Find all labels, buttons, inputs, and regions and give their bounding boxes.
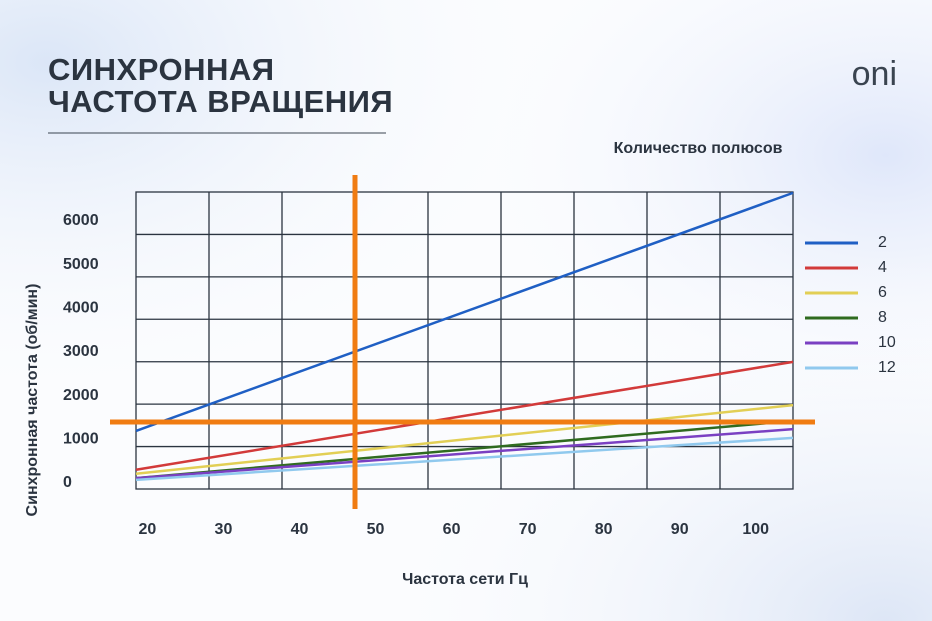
brand-logo: oni [852, 55, 897, 93]
series-line [135, 360, 794, 472]
plot-frame [135, 191, 794, 490]
y-tick-label: 0 [63, 474, 72, 491]
x-tick-label: 70 [519, 521, 537, 538]
x-tick-label: 80 [595, 521, 613, 538]
x-tick-label: 100 [742, 521, 769, 538]
y-tick-label: 5000 [63, 256, 99, 273]
y-tick-label: 6000 [63, 212, 99, 229]
legend-label: 2 [878, 234, 887, 251]
y-tick-label: 2000 [63, 387, 99, 404]
series-line [135, 403, 794, 475]
y-tick-label: 4000 [63, 299, 99, 316]
x-tick-label: 30 [215, 521, 233, 538]
y-axis-label: Синхронная частота (об/мин) [24, 284, 41, 517]
chart-title: СИНХРОННАЯ [48, 52, 275, 87]
series-line [135, 419, 794, 480]
chart-title: ЧАСТОТА ВРАЩЕНИЯ [48, 84, 393, 119]
x-tick-label: 20 [139, 521, 157, 538]
legend-label: 10 [878, 334, 896, 351]
legend-label: 6 [878, 284, 887, 301]
legend-label: 12 [878, 359, 896, 376]
legend-label: 4 [878, 259, 887, 276]
x-tick-label: 60 [443, 521, 461, 538]
legend-label: 8 [878, 309, 887, 326]
x-tick-label: 40 [291, 521, 309, 538]
legend-title: Количество полюсов [614, 140, 783, 157]
x-tick-label: 50 [367, 521, 385, 538]
series-line [135, 191, 794, 433]
x-axis-label: Частота сети Гц [402, 571, 528, 588]
y-tick-label: 1000 [63, 430, 99, 447]
series-line [135, 436, 794, 482]
series-line [135, 427, 794, 480]
y-tick-label: 3000 [63, 343, 99, 360]
x-tick-label: 90 [671, 521, 689, 538]
